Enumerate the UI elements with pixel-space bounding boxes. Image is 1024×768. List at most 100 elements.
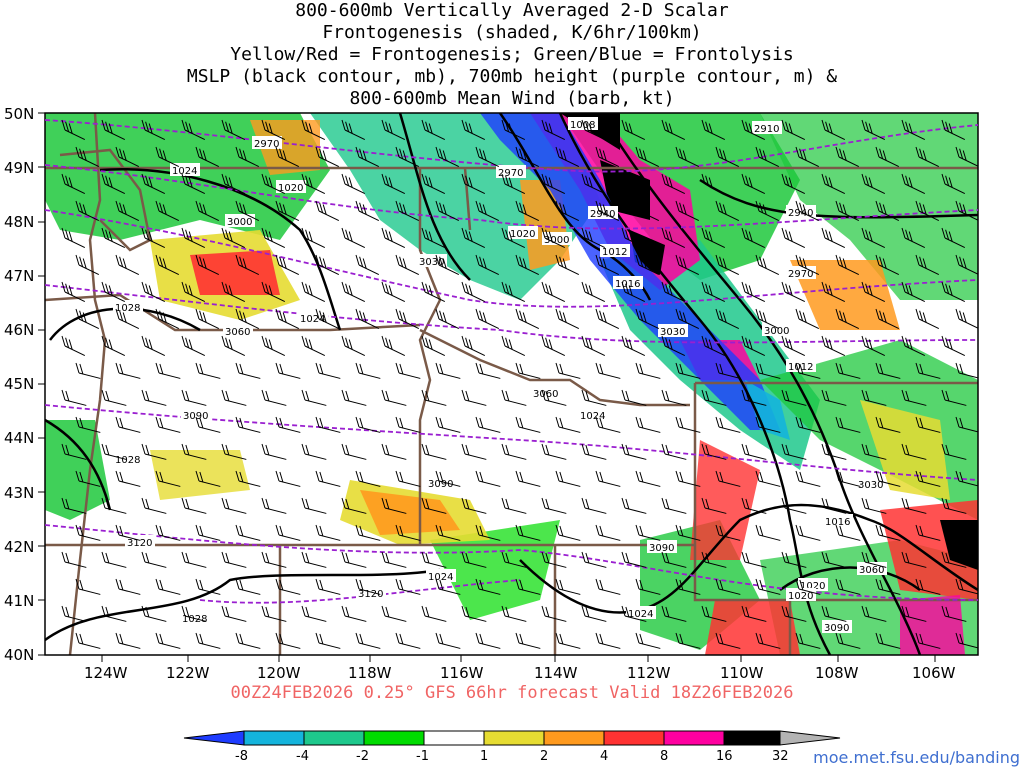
- wind-barb: [661, 281, 686, 303]
- colorbar-swatch: [779, 730, 841, 746]
- wind-barb: [461, 335, 486, 357]
- wind-barb: [781, 497, 807, 514]
- wind-barb: [821, 119, 846, 141]
- mslp-label: 1020: [800, 581, 825, 592]
- lat-label: 49N: [4, 159, 34, 177]
- wind-barb: [261, 119, 286, 141]
- wind-barb: [515, 200, 540, 222]
- wind-barb: [941, 605, 967, 622]
- wind-barb: [75, 200, 100, 222]
- wind-barb: [861, 119, 886, 141]
- wind-barb: [715, 146, 740, 168]
- wind-barb: [941, 497, 967, 514]
- wind-barb: [221, 497, 247, 514]
- wind-barb: [275, 146, 300, 168]
- wind-barb: [421, 119, 446, 141]
- wind-barb: [875, 362, 901, 379]
- wind-barb: [555, 146, 580, 168]
- wind-barb: [755, 524, 781, 541]
- wind-barb: [941, 281, 966, 303]
- wind-barb: [901, 551, 927, 568]
- wind-barb: [301, 605, 327, 622]
- wind-barb: [675, 200, 700, 222]
- wind-barb: [141, 227, 166, 249]
- wind-barb: [381, 335, 406, 357]
- wind-barb: [581, 173, 606, 195]
- wind-barb: [901, 227, 926, 249]
- wind-barb: [395, 200, 420, 222]
- wind-barb: [301, 227, 326, 249]
- wind-barb: [155, 200, 180, 222]
- wind-barb: [275, 308, 300, 330]
- wind-barb: [395, 308, 420, 330]
- colorbar-swatch: [603, 730, 665, 746]
- lon-label: 122W: [166, 664, 210, 682]
- wind-barb: [621, 551, 647, 568]
- lon-label: 118W: [348, 664, 392, 682]
- wind-barb: [741, 551, 767, 568]
- wind-barb: [701, 389, 727, 406]
- wind-barb: [221, 551, 247, 568]
- colorbar-swatch: [243, 730, 305, 746]
- title-line-2: Frontogenesis (shaded, K/6hr/100km): [322, 22, 702, 43]
- wind-barb: [395, 416, 421, 433]
- wind-barb: [461, 119, 486, 141]
- wind-barb: [715, 308, 740, 330]
- wind-barb: [835, 200, 860, 222]
- height-label: 2970: [498, 168, 523, 179]
- wind-barb: [955, 578, 978, 595]
- wind-barb: [475, 524, 501, 541]
- mslp-label: 1012: [602, 247, 627, 258]
- wind-barb: [221, 389, 247, 406]
- wind-barb: [755, 470, 781, 487]
- wind-barb: [235, 470, 261, 487]
- wind-barb: [781, 227, 806, 249]
- wind-barb: [501, 227, 526, 249]
- wind-barb: [195, 470, 221, 487]
- wind-barb: [221, 281, 246, 303]
- wind-barb: [595, 146, 620, 168]
- wind-barb: [635, 200, 660, 222]
- wind-barb: [781, 443, 807, 460]
- wind-barb: [141, 497, 167, 514]
- wind-barb: [421, 443, 447, 460]
- wind-barb: [501, 281, 526, 303]
- wind-barb: [541, 335, 566, 357]
- wind-barb: [435, 578, 461, 595]
- wind-barb: [261, 551, 287, 568]
- wind-barb: [195, 416, 221, 433]
- wind-barb: [715, 632, 741, 649]
- wind-barb: [621, 119, 646, 141]
- wind-barb: [461, 497, 487, 514]
- wind-barb: [235, 578, 261, 595]
- wind-barb: [435, 632, 461, 649]
- wind-barb: [635, 254, 660, 276]
- wind-barb: [181, 497, 207, 514]
- wind-barb: [621, 605, 647, 622]
- credit-link[interactable]: moe.met.fsu.edu/banding: [813, 748, 1020, 767]
- wind-barb: [835, 146, 860, 168]
- wind-barb: [861, 227, 886, 249]
- wind-barb: [115, 416, 141, 433]
- wind-barb: [861, 281, 886, 303]
- wind-barb: [101, 173, 126, 195]
- wind-barb: [515, 470, 541, 487]
- wind-barb: [275, 254, 300, 276]
- colorbar-label: 32: [772, 749, 789, 764]
- wind-barb: [341, 173, 366, 195]
- colorbar-swatch: [723, 730, 781, 746]
- wind-barb: [861, 497, 887, 514]
- wind-barb: [261, 389, 287, 406]
- wind-barb: [155, 524, 181, 541]
- wind-barb: [661, 335, 686, 357]
- wind-barb: [221, 605, 247, 622]
- wind-barb: [101, 389, 127, 406]
- wind-barb: [755, 632, 781, 649]
- wind-barb: [741, 389, 767, 406]
- wind-barb: [101, 119, 126, 141]
- wind-barb: [195, 362, 221, 379]
- lon-label: 110W: [720, 664, 764, 682]
- wind-barb: [261, 497, 287, 514]
- height-label: 3090: [649, 543, 674, 554]
- wind-barb: [75, 632, 101, 649]
